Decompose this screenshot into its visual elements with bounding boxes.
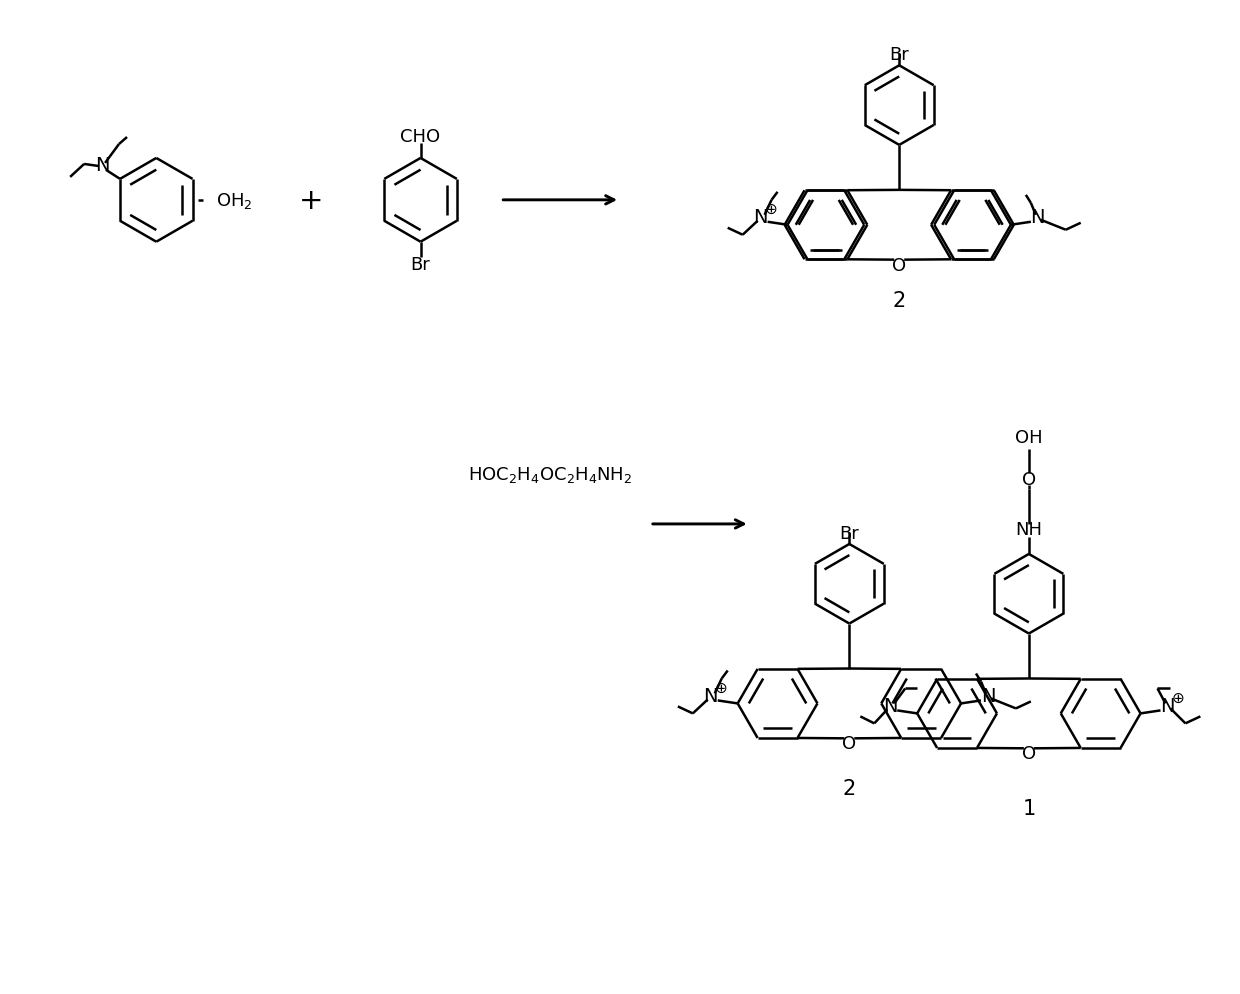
Text: 1: 1 (1022, 798, 1035, 818)
Text: NH: NH (1016, 521, 1043, 539)
Text: N: N (981, 686, 996, 705)
Text: Br: Br (889, 47, 909, 65)
Text: O: O (1022, 745, 1035, 762)
Text: O: O (1022, 471, 1035, 489)
Text: HOC$_2$H$_4$OC$_2$H$_4$NH$_2$: HOC$_2$H$_4$OC$_2$H$_4$NH$_2$ (469, 464, 632, 485)
Text: ⊕: ⊕ (1172, 690, 1184, 705)
Text: 2: 2 (893, 290, 906, 310)
Text: OH$_2$: OH$_2$ (216, 191, 253, 211)
Text: N: N (883, 696, 898, 716)
Text: Br: Br (839, 525, 859, 543)
Text: OH: OH (1016, 428, 1043, 447)
Text: CHO: CHO (401, 128, 440, 146)
Text: N: N (703, 686, 718, 705)
Text: N: N (94, 156, 109, 175)
Text: 2: 2 (843, 778, 856, 798)
Text: N: N (1030, 208, 1045, 227)
Text: N: N (754, 208, 768, 227)
Text: ⊕: ⊕ (764, 202, 777, 217)
Text: ⊕: ⊕ (714, 680, 727, 695)
Text: +: + (299, 187, 324, 215)
Text: N: N (1161, 696, 1174, 716)
Text: O: O (842, 735, 857, 752)
Text: Br: Br (410, 255, 430, 273)
Text: O: O (892, 256, 906, 274)
